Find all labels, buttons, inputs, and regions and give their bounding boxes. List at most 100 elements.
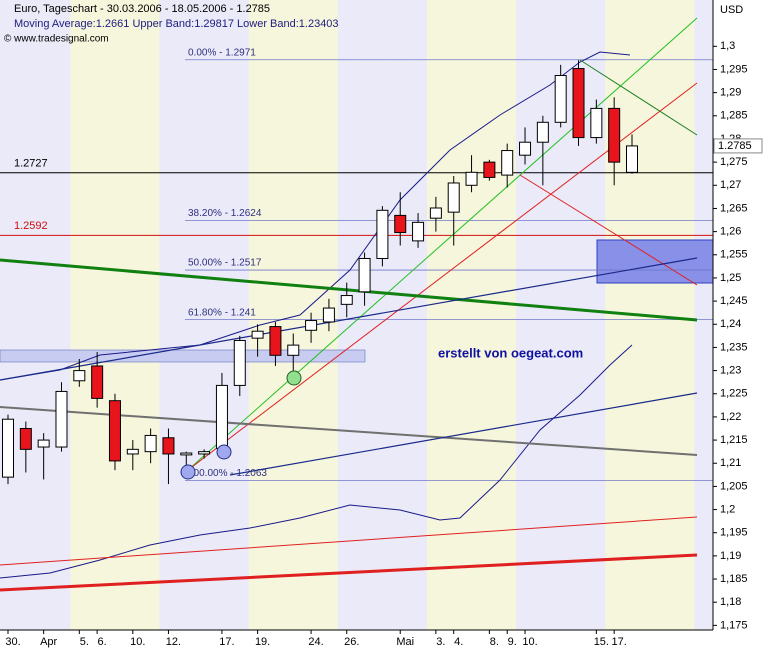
bollinger-upper xyxy=(0,51,631,381)
x-tick-label: 6. xyxy=(98,636,107,648)
candle-body xyxy=(233,339,246,386)
trend-line xyxy=(0,258,698,322)
candle-body xyxy=(73,370,86,382)
price-line-label: 1.2592 xyxy=(14,220,48,232)
candle-body xyxy=(108,400,121,462)
candle-body xyxy=(162,437,175,455)
x-tick-label: 19. xyxy=(255,636,270,648)
y-tick-label: 1,27 xyxy=(720,179,741,191)
stripe xyxy=(248,0,267,630)
target-zone xyxy=(596,239,714,284)
candle-body xyxy=(376,209,389,259)
chart-subtitle: Moving Average:1.2661 Upper Band:1.29817… xyxy=(14,18,339,30)
x-tick-label: 30. xyxy=(5,636,20,648)
y-tick-label: 1,24 xyxy=(720,318,741,330)
y-tick-label: 1,25 xyxy=(720,272,741,284)
y-tick-label: 1,3 xyxy=(720,40,735,52)
y-tick-label: 1,235 xyxy=(720,341,748,353)
last-price-box xyxy=(713,138,763,154)
candle-body xyxy=(608,107,621,163)
candle-body xyxy=(19,427,32,450)
marker xyxy=(180,464,196,480)
y-tick-label: 1,285 xyxy=(720,110,748,122)
x-tick-label: 17. xyxy=(219,636,234,648)
stripe xyxy=(373,0,392,630)
stripe xyxy=(605,0,624,630)
stripe xyxy=(444,0,463,630)
price-line-label: 1.2727 xyxy=(14,158,48,170)
stripe xyxy=(106,0,124,630)
last-price-label: 1.2785 xyxy=(718,140,752,152)
trend-line xyxy=(579,59,698,136)
candle-body xyxy=(269,326,282,356)
candle-body xyxy=(590,107,603,139)
stripe xyxy=(480,0,499,630)
candle-body xyxy=(501,150,514,176)
x-tick-label: Mai xyxy=(396,636,414,648)
candle-body xyxy=(287,344,300,356)
stripe xyxy=(462,0,481,630)
candle-body xyxy=(412,221,425,242)
annotation: erstellt von oegeat.com xyxy=(438,345,583,360)
y-tick-label: 1,21 xyxy=(720,457,741,469)
candle-body xyxy=(394,214,407,234)
y-tick-label: 1,23 xyxy=(720,364,741,376)
candle-body xyxy=(2,418,14,478)
bollinger-lower xyxy=(0,344,633,579)
candle-body xyxy=(358,257,371,293)
zone xyxy=(0,349,366,363)
x-tick-label: 24. xyxy=(308,636,323,648)
stripe xyxy=(587,0,606,630)
candle-body xyxy=(305,320,318,331)
trend-line xyxy=(0,516,698,566)
candle-body xyxy=(554,75,567,123)
candle-body xyxy=(447,182,460,213)
candle-body xyxy=(55,390,68,448)
candle-body xyxy=(198,451,211,455)
stripe xyxy=(16,0,35,630)
stripe xyxy=(195,0,214,630)
fib-label: 61.80% - 1.241 xyxy=(188,307,256,318)
y-tick-label: 1,29 xyxy=(720,87,741,99)
stripe xyxy=(284,0,303,630)
stripe xyxy=(88,0,107,630)
source: © www.tradesignal.com xyxy=(4,34,109,45)
fib-label: 0.00% - 1.2971 xyxy=(188,47,256,58)
y-tick-label: 1,26 xyxy=(720,226,741,238)
x-tick-label: 5. xyxy=(80,636,89,648)
trend-line xyxy=(229,392,698,476)
y-tick-label: 1,295 xyxy=(720,63,748,75)
y-tick-label: 1,275 xyxy=(720,156,748,168)
marker xyxy=(216,444,232,460)
candle-body xyxy=(322,307,335,323)
x-tick-label: 17. xyxy=(612,636,627,648)
y-tick-label: 1,245 xyxy=(720,295,748,307)
candle-body xyxy=(340,295,353,305)
stripe xyxy=(569,0,588,630)
x-tick-label: 15. xyxy=(594,636,609,648)
x-tick-label: 8. xyxy=(490,636,499,648)
stripe xyxy=(391,0,410,630)
y-axis-label: USD xyxy=(720,4,743,16)
stripe xyxy=(70,0,89,630)
day-stripes xyxy=(16,0,695,630)
chart-title: Euro, Tageschart - 30.03.2006 - 18.05.20… xyxy=(14,3,270,15)
trend-line xyxy=(519,174,698,286)
levels: 0.00% - 1.2971 38.20% - 1.2624 50.00% - 1.… xyxy=(0,47,713,481)
stripe xyxy=(676,0,695,630)
candle-body xyxy=(626,145,638,173)
stripe xyxy=(355,0,374,630)
y-tick-label: 1,18 xyxy=(720,596,741,608)
x-tick-label: 9. xyxy=(508,636,517,648)
trend-line xyxy=(187,17,698,471)
y-tick-label: 1,225 xyxy=(720,388,748,400)
y-tick-label: 1,255 xyxy=(720,249,748,261)
stripe xyxy=(141,0,160,630)
stripe xyxy=(516,0,534,630)
stripe xyxy=(498,0,517,630)
x-tick-label: 10. xyxy=(522,636,537,648)
x-tick-label: 26. xyxy=(344,636,359,648)
y-tick-label: 1,195 xyxy=(720,527,748,539)
y-tick-label: 1,175 xyxy=(720,619,748,631)
trend-line xyxy=(0,553,698,592)
